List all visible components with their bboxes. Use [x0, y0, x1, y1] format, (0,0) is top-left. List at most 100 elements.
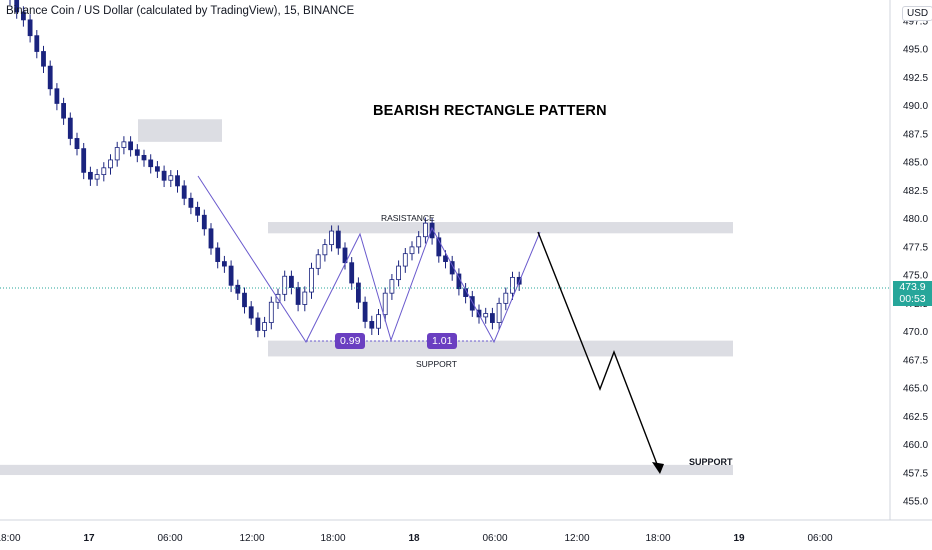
- y-tick-label: 497.5: [903, 17, 928, 28]
- candle-body: [201, 214, 207, 230]
- candle-body: [469, 296, 475, 311]
- pattern-lines: [197, 175, 541, 344]
- price-axis: 497.5 495.0 492.5 490.0 487.5 485.0 482.5 480.0…: [889, 0, 928, 520]
- y-tick-label: 477.5: [903, 242, 928, 253]
- y-tick-label: 460.0: [903, 440, 928, 451]
- candle-body: [175, 175, 180, 187]
- current-price-value: 473.9: [899, 281, 926, 293]
- candle-body: [67, 117, 73, 139]
- candle-body: [181, 185, 187, 199]
- candle-body: [188, 197, 194, 208]
- candle-body: [208, 228, 214, 249]
- ratio-badge-1: 0.99: [335, 333, 366, 349]
- candle-body: [121, 141, 127, 148]
- x-tick-label: 17: [83, 533, 95, 544]
- x-tick-label: 12:00: [239, 533, 264, 544]
- y-tick-label: 495.0: [903, 45, 928, 56]
- y-tick-label: 455.0: [903, 497, 928, 508]
- y-tick-label: 492.5: [903, 73, 928, 84]
- y-tick-label: 470.0: [903, 327, 928, 338]
- candle-body: [389, 279, 395, 294]
- resistance-label: RASISTANCE: [381, 213, 435, 223]
- y-tick-label: 485.0: [903, 158, 928, 169]
- support-label: SUPPORT: [416, 359, 457, 369]
- candle-body: [248, 306, 254, 319]
- candle-body: [61, 103, 66, 119]
- candle-body: [20, 11, 26, 21]
- candle-body: [88, 171, 93, 180]
- symbol-header[interactable]: Binance Coin / US Dollar (calculated by …: [6, 5, 355, 17]
- candle-body: [443, 255, 448, 262]
- candle-body: [101, 167, 107, 176]
- candle-body: [282, 275, 288, 295]
- y-tick-label: 482.5: [903, 186, 928, 197]
- zones-layer: [0, 119, 733, 476]
- candle-body: [114, 147, 120, 161]
- candle-body: [94, 174, 100, 180]
- candle-body: [402, 253, 408, 267]
- candle-body: [228, 265, 234, 286]
- y-tick-label: 462.5: [903, 412, 928, 423]
- candle-body: [382, 292, 388, 316]
- candle-body: [74, 138, 80, 150]
- pattern-zigzag: [197, 175, 541, 344]
- candle-body: [510, 276, 515, 294]
- candle-body: [342, 247, 348, 264]
- projection-arrowhead: [652, 462, 664, 474]
- candle-body: [262, 322, 268, 331]
- candle-body: [355, 282, 361, 303]
- candle-body: [168, 175, 174, 181]
- candle-body: [376, 314, 381, 329]
- candle-body: [195, 206, 201, 216]
- candle-body: [141, 154, 147, 161]
- candle-body: [329, 230, 335, 246]
- candle-body: [268, 301, 274, 323]
- y-tick-label: 467.5: [903, 355, 928, 366]
- chart-title: BEARISH RECTANGLE PATTERN: [373, 103, 607, 119]
- candle-body: [161, 170, 167, 181]
- y-tick-label: 475.0: [903, 271, 928, 282]
- candle-body: [27, 19, 33, 37]
- ratio-badge-2: 1.01: [427, 333, 458, 349]
- candle-body: [154, 166, 160, 172]
- candle-body: [456, 273, 462, 290]
- candle-body: [255, 317, 261, 331]
- x-tick-label: 06:00: [482, 533, 507, 544]
- current-price-tag: 473.9 00:53: [893, 281, 932, 306]
- currency-button[interactable]: USD: [902, 6, 932, 21]
- y-tick-label: 457.5: [903, 468, 928, 479]
- candle-body: [436, 237, 442, 257]
- time-axis: 18:00 17 06:00 12:00 18:00 18 06:00 12:00 18:00 1…: [0, 519, 932, 544]
- zone-resistance: [268, 222, 733, 234]
- candle-body: [369, 321, 375, 329]
- candle-body: [396, 265, 402, 281]
- candle-body: [108, 159, 113, 169]
- x-tick-label: 18:00: [0, 533, 21, 544]
- candle-body: [14, 0, 20, 13]
- zone-support: [268, 340, 733, 357]
- support2-label: SUPPORT: [689, 457, 733, 467]
- x-tick-label: 06:00: [807, 533, 832, 544]
- projection-line: [537, 231, 661, 473]
- candle-body: [409, 246, 415, 255]
- x-tick-label: 06:00: [157, 533, 182, 544]
- candle-body: [215, 247, 221, 262]
- candle-body: [309, 267, 314, 293]
- candle-body: [422, 222, 428, 238]
- x-tick-label: 18:00: [320, 533, 345, 544]
- candle-body: [235, 284, 241, 294]
- candles-layer: [9, 0, 522, 338]
- zone-upper-left: [138, 119, 222, 142]
- zone-support2: [0, 464, 733, 476]
- candle-body: [503, 292, 509, 304]
- candle-body: [128, 141, 134, 151]
- bar-countdown: 00:53: [899, 293, 926, 305]
- candle-body: [54, 88, 60, 104]
- candle-body: [221, 261, 227, 267]
- candle-body: [496, 302, 502, 323]
- candle-body: [288, 275, 294, 288]
- candle-body: [489, 313, 495, 323]
- y-tick-label: 490.0: [903, 101, 928, 112]
- x-tick-label: 19: [733, 533, 745, 544]
